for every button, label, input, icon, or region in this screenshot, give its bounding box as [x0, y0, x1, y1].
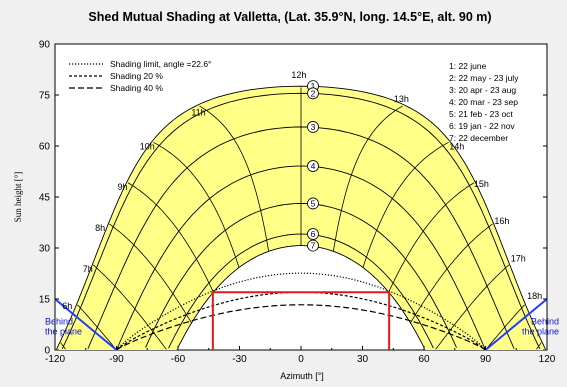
y-tick-label: 75 — [39, 91, 51, 102]
date-legend-item-2: 2: 22 may - 23 july — [449, 73, 519, 83]
date-marker-6 — [307, 228, 319, 240]
hour-label-13h: 13h — [394, 94, 409, 104]
hour-label-8h: 8h — [95, 223, 105, 233]
hour-line — [153, 141, 240, 268]
hour-label-10h: 10h — [140, 141, 155, 151]
date-curve-4 — [116, 165, 486, 350]
date-marker-3 — [307, 121, 319, 133]
x-axis-label: Azimuth [°] — [280, 371, 324, 381]
x-tick-label: 30 — [357, 354, 369, 365]
date-marker-label-1: 1 — [311, 81, 316, 91]
date-curves-layer — [56, 85, 546, 350]
date-marker-label-2: 2 — [311, 88, 316, 98]
date-legend-item-4: 4: 20 mar - 23 sep — [449, 97, 518, 107]
hour-label-6h: 6h — [62, 301, 72, 311]
y-tick-label: 45 — [39, 193, 51, 204]
y-tick-label: 15 — [39, 295, 51, 306]
chart-title: Shed Mutual Shading at Valletta, (Lat. 3… — [88, 10, 491, 24]
y-tick-label: 90 — [39, 40, 51, 51]
y-tick-label: 60 — [39, 142, 51, 153]
shading-box — [211, 291, 391, 350]
x-tick-label: 0 — [298, 354, 304, 365]
hour-label-7h: 7h — [83, 264, 93, 274]
date-legend-item-7: 7: 22 december — [449, 133, 508, 143]
shading-curve-1 — [116, 272, 486, 351]
x-tick-label: -60 — [171, 354, 186, 365]
behind-plane-label-left-1: Behind — [45, 317, 73, 327]
date-legend-item-3: 3: 20 apr - 23 aug — [449, 85, 516, 95]
hour-label-11h: 11h — [191, 107, 205, 117]
x-tick-label: 90 — [480, 354, 492, 365]
legend-label-1: Shading limit, angle =22.6° — [110, 59, 211, 69]
date-legend-item-6: 6: 19 jan - 22 nov — [449, 121, 515, 131]
date-legend: 1: 22 june 2: 22 may - 23 july 3: 20 apr -… — [449, 61, 519, 143]
date-marker-label-4: 4 — [311, 161, 316, 171]
date-curve-7 — [177, 245, 425, 349]
x-tick-label: 60 — [418, 354, 430, 365]
date-marker-2 — [307, 87, 319, 100]
behind-plane-label-right-1: Behind — [531, 317, 559, 327]
hour-label-15h: 15h — [474, 179, 489, 189]
date-curve-3 — [87, 126, 515, 349]
x-tick-label: 120 — [539, 354, 556, 365]
x-tick-label: -90 — [109, 354, 124, 365]
hour-labels-layer: 6h 7h 8h 9h 10h 11h 12h 13h 14h 15h 16h 17h 18h — [62, 70, 542, 311]
date-marker-label-7: 7 — [311, 241, 316, 251]
date-curve-2 — [61, 92, 541, 349]
y-tick-label: 30 — [39, 244, 51, 255]
legend-label-3: Shading 40 % — [110, 83, 163, 93]
date-marker-label-6: 6 — [311, 229, 316, 239]
hour-line — [435, 264, 510, 350]
hour-label-12h: 12h — [291, 70, 306, 80]
behind-plane-line-left — [54, 298, 118, 351]
date-curve-6 — [168, 233, 434, 349]
behind-plane-label-left-2: the plane — [45, 327, 82, 337]
x-tick-label: -120 — [45, 354, 65, 365]
hour-line — [92, 264, 167, 350]
behind-plane-line-right — [484, 298, 548, 351]
y-tick-label: 0 — [44, 346, 50, 357]
date-marker-7 — [307, 239, 319, 252]
hour-label-18h: 18h — [527, 291, 542, 301]
legend-label-2: Shading 20 % — [110, 71, 163, 81]
hour-label-17h: 17h — [511, 254, 526, 264]
shading-box-layer — [211, 291, 391, 350]
behind-plane-label-right-2: the plane — [522, 327, 559, 337]
date-marker-5 — [307, 197, 319, 210]
hour-label-14h: 14h — [449, 141, 464, 151]
date-curve-5 — [145, 203, 457, 348]
date-curve-1 — [56, 85, 546, 350]
date-legend-item-5: 5: 21 feb - 23 oct — [449, 109, 513, 119]
date-marker-4 — [307, 160, 319, 172]
hour-label-16h: 16h — [494, 216, 509, 226]
y-axis-label: Sun height [°] — [13, 172, 23, 223]
hour-label-9h: 9h — [118, 182, 128, 192]
shading-curve-3 — [116, 304, 486, 351]
hour-line — [362, 141, 449, 268]
shading-legend: Shading limit, angle =22.6° Shading 20 % S… — [69, 59, 211, 93]
date-legend-item-1: 1: 22 june — [449, 61, 487, 71]
date-markers-layer: 12 3 4 5 6 7 — [307, 80, 319, 252]
date-marker-label-5: 5 — [311, 198, 316, 208]
date-marker-label-3: 3 — [311, 122, 316, 132]
x-tick-label: -30 — [232, 354, 247, 365]
